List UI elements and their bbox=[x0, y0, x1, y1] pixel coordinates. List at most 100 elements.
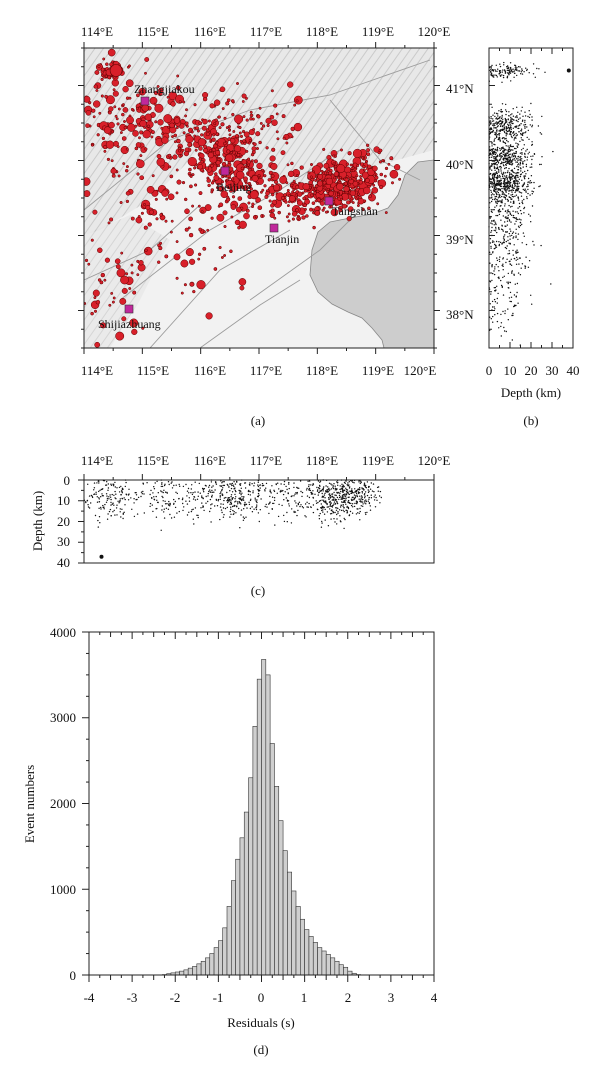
depth-event-b bbox=[519, 140, 521, 143]
depth-event-c bbox=[236, 501, 239, 503]
quake-epicenter bbox=[201, 125, 207, 131]
quake-epicenter bbox=[249, 187, 253, 191]
depth-event-b bbox=[494, 221, 496, 223]
quake-epicenter bbox=[202, 118, 208, 125]
quake-epicenter bbox=[166, 95, 170, 99]
quake-epicenter bbox=[167, 125, 170, 129]
depth-event-b bbox=[512, 115, 515, 117]
depth-event-c bbox=[185, 500, 187, 502]
depth-event-b bbox=[530, 163, 533, 165]
depth-event-b bbox=[510, 296, 513, 298]
depth-event-c bbox=[247, 490, 250, 492]
depth-event-c bbox=[110, 498, 112, 501]
depth-event-c bbox=[260, 498, 262, 500]
depth-event-c bbox=[348, 501, 350, 504]
depth-event-b bbox=[526, 126, 528, 128]
depth-event-c bbox=[171, 481, 173, 483]
depth-event-c bbox=[351, 491, 353, 493]
depth-event-c bbox=[232, 497, 234, 499]
depth-event-c bbox=[249, 491, 251, 493]
depth-event-b bbox=[510, 258, 512, 260]
depth-event-b bbox=[498, 243, 501, 246]
depth-event-c bbox=[273, 489, 275, 491]
depth-event-c bbox=[244, 482, 247, 484]
depth-event-c bbox=[308, 489, 310, 491]
depth-event-b bbox=[502, 258, 504, 260]
depth-event-c bbox=[114, 490, 116, 493]
quake-epicenter bbox=[113, 105, 117, 109]
quake-epicenter bbox=[322, 180, 327, 185]
depth-event-c bbox=[255, 508, 258, 511]
depth-event-b bbox=[509, 281, 512, 284]
depth-event-c bbox=[360, 499, 362, 501]
quake-epicenter bbox=[330, 208, 339, 217]
depth-event-b bbox=[488, 177, 491, 179]
depth-event-c bbox=[110, 515, 112, 517]
depth-event-c bbox=[251, 511, 254, 513]
depth-event-c bbox=[334, 494, 336, 496]
quake-epicenter bbox=[230, 215, 234, 219]
histogram-bar bbox=[226, 906, 232, 976]
depth-event-c bbox=[242, 499, 245, 501]
depth-event-b bbox=[521, 133, 524, 135]
quake-epicenter bbox=[239, 134, 244, 138]
depth-event-c bbox=[245, 516, 247, 518]
depth-event-b bbox=[493, 241, 495, 243]
depth-event-b bbox=[505, 190, 507, 192]
depth-event-b bbox=[521, 69, 523, 72]
depth-event-c bbox=[112, 485, 115, 487]
depth-event-b bbox=[515, 295, 517, 297]
depth-event-b bbox=[488, 163, 490, 165]
depth-event-b bbox=[507, 160, 509, 162]
depth-event-c bbox=[165, 507, 168, 509]
histogram-bars bbox=[162, 659, 361, 976]
depth-event-b bbox=[527, 185, 529, 187]
depth-event-b bbox=[514, 67, 517, 69]
histogram-bar bbox=[312, 942, 318, 976]
depth-event-b bbox=[500, 228, 503, 230]
depth-event-c bbox=[207, 492, 209, 495]
depth-event-c bbox=[241, 492, 243, 494]
depth-event-b bbox=[503, 128, 506, 130]
quake-epicenter bbox=[130, 107, 134, 112]
depth-event-c bbox=[234, 498, 236, 500]
depth-event-c bbox=[268, 503, 270, 505]
depth-event-c bbox=[337, 484, 339, 486]
depth-event-b bbox=[494, 230, 497, 232]
quake-epicenter bbox=[265, 117, 272, 125]
depth-event-c bbox=[198, 482, 200, 485]
quake-epicenter bbox=[332, 162, 336, 166]
depth-event-c bbox=[222, 503, 224, 505]
quake-epicenter bbox=[117, 107, 121, 111]
depth-event-b bbox=[516, 256, 518, 259]
depth-event-b bbox=[497, 191, 499, 194]
depth-event-b bbox=[493, 152, 495, 154]
quake-epicenter bbox=[139, 90, 144, 95]
quake-epicenter bbox=[194, 183, 198, 187]
depth-event-b bbox=[490, 200, 493, 203]
quake-epicenter bbox=[348, 182, 352, 186]
histogram-bar bbox=[347, 970, 353, 976]
depth-event-b bbox=[495, 192, 497, 194]
depth-event-b bbox=[514, 155, 517, 157]
depth-event-c bbox=[161, 509, 163, 511]
depth-event-c bbox=[368, 485, 370, 488]
quake-epicenter bbox=[125, 272, 129, 276]
depth-event-c bbox=[350, 502, 352, 505]
quake-epicenter bbox=[168, 165, 172, 169]
quake-epicenter bbox=[264, 194, 269, 199]
depth-event-c bbox=[350, 492, 352, 495]
depth-event-b bbox=[488, 188, 490, 190]
depth-event-b bbox=[490, 70, 492, 73]
depth-event-b bbox=[495, 183, 498, 186]
depth-event-c bbox=[231, 484, 233, 487]
quake-epicenter bbox=[121, 112, 125, 117]
depth-event-b bbox=[517, 207, 519, 209]
quake-epicenter bbox=[139, 119, 147, 128]
depth-event-b bbox=[516, 249, 518, 251]
quake-epicenter bbox=[107, 48, 116, 57]
depth-event-c bbox=[355, 500, 358, 502]
depth-event-c bbox=[110, 483, 112, 485]
depth-event-c bbox=[293, 482, 295, 484]
depth-event-b bbox=[502, 208, 504, 210]
